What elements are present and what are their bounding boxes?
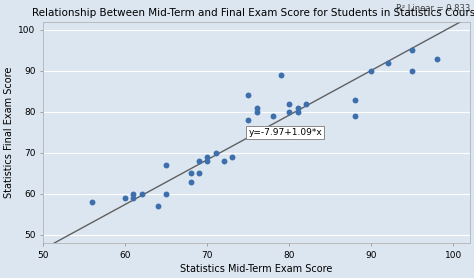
Point [285, 130, 293, 135]
Point [253, 106, 260, 110]
Point [220, 159, 228, 163]
Point [195, 171, 203, 176]
Point [253, 110, 260, 114]
Point [195, 159, 203, 163]
Point [409, 69, 416, 73]
Point [285, 101, 293, 106]
Point [409, 48, 416, 53]
Point [294, 110, 301, 114]
Point [384, 61, 392, 65]
Point [285, 110, 293, 114]
Point [351, 114, 359, 118]
Point [285, 134, 293, 139]
Point [163, 192, 170, 196]
X-axis label: Statistics Mid-Term Exam Score: Statistics Mid-Term Exam Score [180, 264, 333, 274]
Point [269, 114, 277, 118]
Point [294, 106, 301, 110]
Text: R² Linear = 0.833: R² Linear = 0.833 [396, 4, 470, 13]
Point [187, 179, 195, 184]
Point [203, 159, 211, 163]
Point [245, 93, 252, 98]
Text: y=-7.97+1.09*x: y=-7.97+1.09*x [248, 128, 322, 137]
Point [433, 56, 441, 61]
Point [351, 97, 359, 102]
Point [277, 73, 285, 77]
Point [203, 155, 211, 159]
Point [163, 163, 170, 167]
Point [212, 151, 219, 155]
Point [89, 200, 96, 204]
Point [187, 171, 195, 176]
Point [130, 196, 137, 200]
Point [138, 192, 146, 196]
Point [245, 118, 252, 122]
Point [121, 196, 129, 200]
Point [130, 192, 137, 196]
Point [155, 204, 162, 208]
Y-axis label: Statistics Final Exam Score: Statistics Final Exam Score [4, 67, 14, 198]
Point [368, 69, 375, 73]
Title: Relationship Between Mid-Term and Final Exam Score for Students in Statistics Co: Relationship Between Mid-Term and Final … [32, 8, 474, 18]
Point [302, 101, 310, 106]
Point [228, 155, 236, 159]
